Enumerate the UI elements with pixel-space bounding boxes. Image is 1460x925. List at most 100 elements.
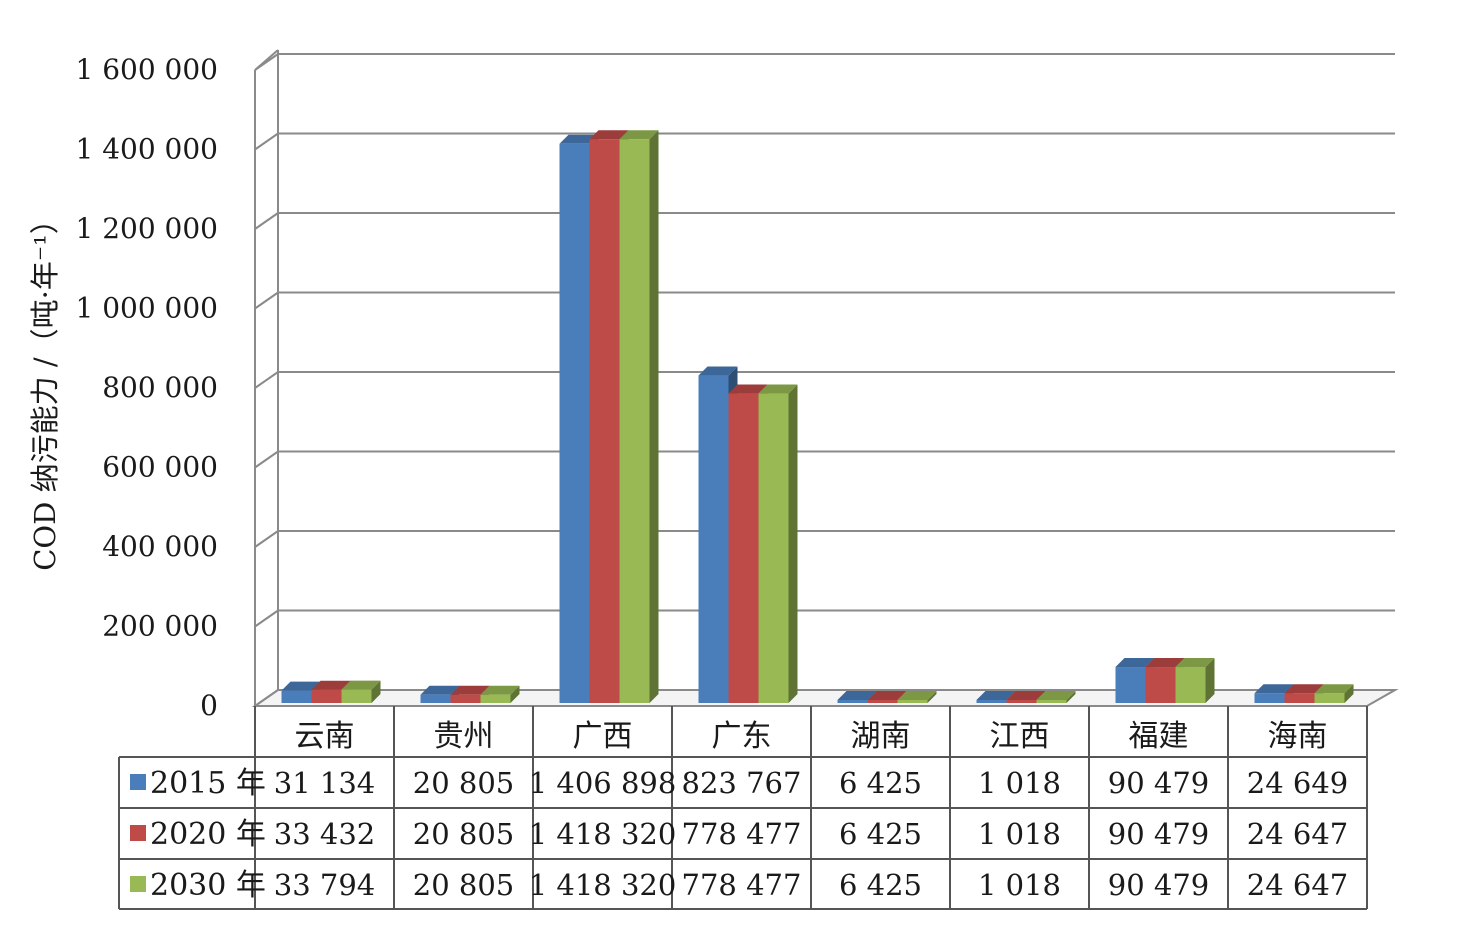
data-label: 24 647 (1247, 817, 1348, 851)
bar-front (867, 700, 898, 703)
category-label: 湖南 (851, 719, 911, 754)
bar-front (1006, 700, 1037, 703)
data-label: 33 794 (274, 868, 375, 902)
data-label: 6 425 (839, 766, 922, 800)
data-label: 778 477 (682, 868, 802, 902)
bar-top (1145, 658, 1185, 668)
bar-top (559, 134, 599, 144)
bar-front (1175, 667, 1206, 703)
category-label: 江西 (990, 719, 1050, 754)
legend-label: 2030 年 (150, 868, 266, 903)
data-label: 20 805 (413, 817, 514, 851)
gridline-side-5 (254, 291, 279, 310)
bar-top (420, 685, 460, 695)
data-label: 1 418 320 (529, 868, 677, 902)
bar-front (1115, 667, 1146, 703)
bar (897, 691, 937, 703)
chart-floor (251, 689, 1399, 707)
bar-top (698, 366, 738, 376)
bar-top (619, 130, 659, 140)
data-table: 云南 贵州 广西 广东 湖南 江西 福建 海南 2015 年 31 134 20 805 1 406 … (118, 706, 1368, 910)
gridline-side-1 (254, 609, 279, 628)
bar-front (728, 393, 759, 703)
bar (619, 130, 659, 704)
legend-swatch (130, 876, 146, 892)
bar-top (1006, 691, 1046, 700)
data-label: 90 479 (1108, 766, 1209, 800)
bar-top (1115, 658, 1155, 668)
bar-side (1205, 658, 1215, 703)
data-label: 90 479 (1108, 817, 1209, 851)
data-label: 1 018 (978, 766, 1061, 800)
data-label: 24 647 (1247, 868, 1348, 902)
y-tick-label: 1 000 000 (75, 292, 218, 325)
y-tick-label: 1 200 000 (75, 212, 218, 245)
bar-front (281, 690, 312, 703)
bar-top (1175, 658, 1215, 668)
legend-label: 2020 年 (150, 817, 266, 852)
bar-front (1036, 700, 1067, 703)
bar-side (927, 691, 937, 703)
bar-top (897, 691, 937, 700)
bar-front (1284, 693, 1315, 703)
bar-front (589, 139, 620, 704)
data-label: 6 425 (839, 868, 922, 902)
category-label: 广东 (712, 719, 772, 754)
bar-front (341, 689, 372, 703)
category-label: 广西 (573, 719, 633, 754)
data-label: 823 767 (682, 766, 802, 800)
bar-top (311, 680, 351, 690)
data-label: 31 134 (274, 766, 375, 800)
bar-front (559, 143, 590, 703)
y-tick-label: 1 400 000 (75, 133, 218, 166)
bar-top (1254, 684, 1294, 694)
gridline-side-6 (254, 212, 279, 230)
category-label: 云南 (295, 719, 355, 754)
bar-top (1036, 691, 1076, 700)
data-label: 90 479 (1108, 868, 1209, 902)
bar (341, 680, 381, 703)
data-label: 20 805 (413, 766, 514, 800)
bar-top (341, 680, 381, 690)
data-label: 33 432 (274, 817, 375, 851)
bar-front (1254, 693, 1285, 703)
y-tick-label: 0 (200, 689, 218, 722)
data-label: 20 805 (413, 868, 514, 902)
legend-label: 2015 年 (150, 766, 266, 801)
bar-top (480, 685, 520, 695)
bar-side (788, 384, 798, 703)
bar-side (1344, 684, 1354, 703)
data-label: 24 649 (1247, 766, 1348, 800)
legend-swatch (130, 825, 146, 841)
bar-side (649, 130, 659, 704)
bar (1036, 691, 1076, 703)
bar-top (867, 691, 907, 700)
bar-front (311, 689, 342, 703)
data-label: 1 018 (978, 868, 1061, 902)
data-label: 6 425 (839, 817, 922, 851)
bar-top (837, 691, 877, 700)
bar-top (1314, 684, 1354, 694)
bars (281, 130, 1354, 704)
bar-front (619, 139, 650, 704)
bar-side (510, 685, 520, 703)
bar-top (450, 685, 490, 695)
bar-top (281, 681, 321, 691)
y-tick-label: 1 600 000 (75, 53, 218, 86)
y-axis-label: COD 纳污能力 /（吨·年⁻¹） (28, 205, 62, 571)
bar-front (450, 694, 481, 703)
bar-front (837, 700, 868, 703)
bar-front (420, 694, 451, 703)
data-label: 778 477 (682, 817, 802, 851)
gridline-side-8 (254, 53, 279, 71)
data-label: 1 406 898 (529, 766, 677, 800)
bar-front (698, 375, 729, 703)
category-label: 贵州 (434, 719, 494, 754)
category-label: 福建 (1129, 719, 1189, 754)
gridline-side-2 (254, 530, 279, 548)
bar-top (976, 691, 1016, 700)
bar-front (1145, 667, 1176, 703)
bar (1175, 658, 1215, 703)
data-label: 1 418 320 (529, 817, 677, 851)
